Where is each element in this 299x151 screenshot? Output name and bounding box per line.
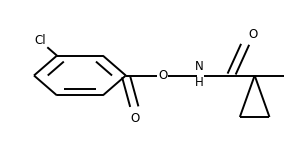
Text: O: O [158, 69, 167, 82]
Text: Cl: Cl [34, 34, 46, 47]
Text: O: O [249, 28, 258, 41]
Text: H: H [195, 76, 203, 89]
Text: O: O [130, 112, 139, 125]
Text: N: N [195, 60, 203, 73]
